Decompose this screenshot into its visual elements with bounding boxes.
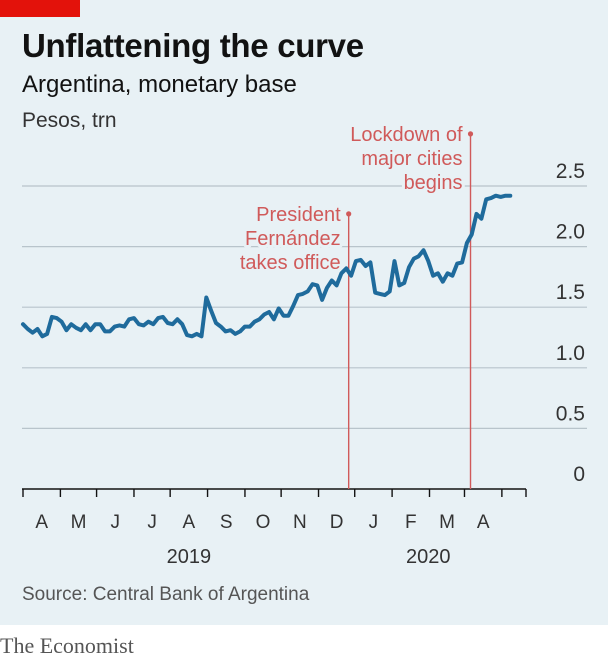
annotation-label-halo: begins	[404, 172, 463, 194]
chart-panel	[0, 0, 608, 625]
x-tick-label: A	[183, 512, 196, 533]
x-tick-label: F	[405, 512, 417, 533]
x-tick-label: A	[477, 512, 490, 533]
x-tick-label: S	[220, 512, 233, 533]
chart-subtitle: Argentina, monetary base	[22, 71, 297, 98]
x-tick-label: O	[256, 512, 271, 533]
x-tick-label: M	[71, 512, 87, 533]
annotation-label: major cities	[361, 148, 462, 170]
y-tick-label: 0.5	[556, 402, 585, 425]
y-tick-label: 2.5	[556, 160, 585, 183]
annotation-dot	[467, 131, 474, 137]
x-tick-label: J	[369, 512, 379, 533]
x-tick-label: A	[35, 512, 48, 533]
source-note: Source: Central Bank of Argentina	[22, 584, 310, 605]
annotation-label: begins	[404, 172, 463, 194]
x-tick-label: M	[439, 512, 455, 533]
x-tick-label: D	[330, 512, 344, 533]
year-label: 2020	[406, 546, 451, 568]
x-tick-label: N	[293, 512, 307, 533]
chart-title: Unflattening the curve	[22, 27, 364, 64]
annotation-label-halo: Lockdown of	[350, 124, 463, 146]
economist-red-tag	[0, 0, 80, 17]
y-tick-label: 1.5	[556, 281, 585, 304]
y-tick-label: 2.0	[556, 221, 585, 244]
annotation-label-halo: major cities	[361, 148, 462, 170]
annotation-label-halo: President	[256, 204, 341, 226]
year-label: 2019	[167, 546, 212, 568]
economist-logo: The Economist	[0, 633, 134, 658]
annotation-label: President	[256, 204, 341, 226]
annotation-dot	[346, 211, 352, 217]
y-tick-label: 1.0	[556, 342, 585, 365]
annotation-label: Lockdown of	[350, 124, 463, 146]
y-axis-units: Pesos, trn	[22, 109, 117, 132]
x-tick-label: J	[147, 512, 157, 533]
x-tick-label: J	[111, 512, 121, 533]
annotation-label-halo: Fernández	[245, 228, 341, 250]
y-tick-label: 0	[573, 463, 585, 486]
line-chart: 0 0.5 1.0 1.5 2.0 2.5 A M J J A S O N D J F M A 2019 2020 Pre…	[21, 123, 587, 568]
annotation-label: takes office	[240, 252, 341, 274]
series-line	[21, 193, 513, 339]
annotation-label: Fernández	[245, 228, 341, 250]
annotation-label-halo: takes office	[240, 252, 341, 274]
